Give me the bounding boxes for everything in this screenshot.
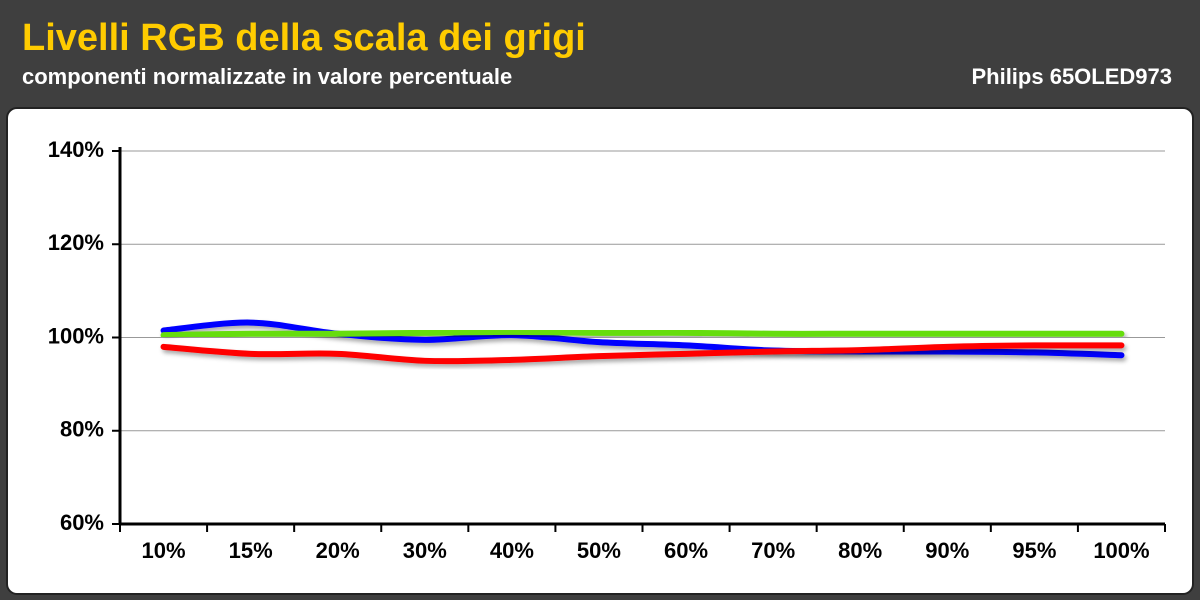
x-tick-label: 95% <box>1012 538 1056 563</box>
x-tick-label: 15% <box>229 538 273 563</box>
x-tick-label: 60% <box>664 538 708 563</box>
y-tick-label: 60% <box>60 510 104 535</box>
x-tick-label: 80% <box>838 538 882 563</box>
x-tick-label: 70% <box>751 538 795 563</box>
chart-subtitle: componenti normalizzate in valore percen… <box>22 64 512 89</box>
y-tick-label: 140% <box>48 137 104 162</box>
model-label: Philips 65OLED973 <box>971 64 1172 89</box>
x-tick-label: 10% <box>142 538 186 563</box>
series-line <box>160 328 1125 339</box>
chart-title: Livelli RGB della scala dei grigi <box>22 17 586 59</box>
y-tick-label: 80% <box>60 417 104 442</box>
x-tick-label: 30% <box>403 538 447 563</box>
x-tick-label: 50% <box>577 538 621 563</box>
x-tick-label: 90% <box>925 538 969 563</box>
x-tick-label: 40% <box>490 538 534 563</box>
plot-panel <box>6 107 1194 595</box>
x-tick-label: 100% <box>1093 538 1149 563</box>
x-tick-label: 20% <box>316 538 360 563</box>
y-tick-label: 100% <box>48 323 104 348</box>
series-line <box>160 342 1125 365</box>
y-tick-label: 120% <box>48 230 104 255</box>
